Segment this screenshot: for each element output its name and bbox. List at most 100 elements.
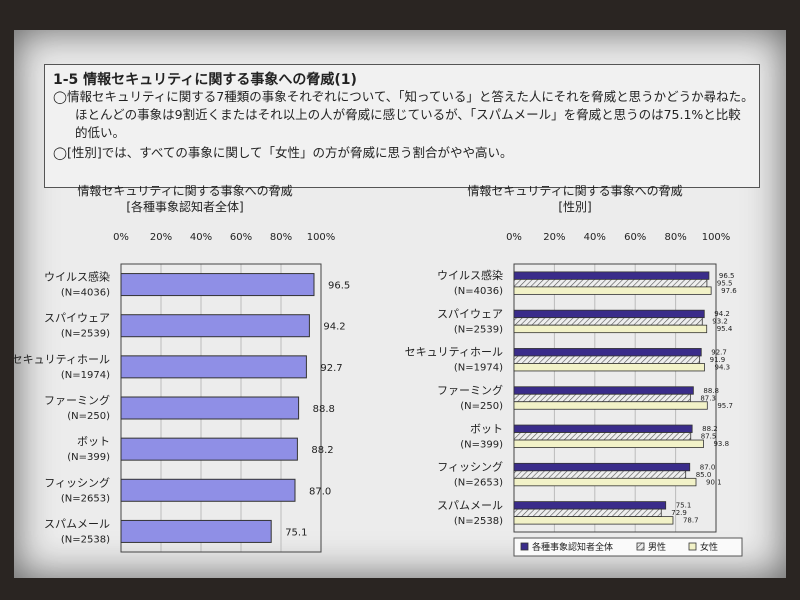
- bar: [120, 478, 296, 502]
- x-tick-label: 40%: [190, 232, 212, 243]
- value-label: 94.2: [323, 322, 345, 333]
- right-chart-subtitle: [性別]: [558, 200, 592, 214]
- category-label: フィッシング: [44, 475, 110, 489]
- value-label: 88.8: [703, 387, 719, 395]
- value-label: 85.0: [696, 471, 712, 479]
- bar-overall: [513, 348, 702, 357]
- bar-female: [513, 477, 697, 487]
- x-tick-label: 100%: [702, 232, 731, 243]
- value-label: 95.7: [717, 402, 733, 410]
- value-label: 93.2: [712, 318, 728, 326]
- bar: [120, 519, 272, 543]
- value-label: 87.5: [701, 433, 717, 441]
- value-label: 75.1: [285, 527, 307, 538]
- n-label: (N=250): [67, 411, 110, 422]
- n-label: (N=399): [67, 452, 110, 463]
- n-label: (N=2538): [454, 516, 503, 527]
- x-tick-label: 60%: [624, 232, 646, 243]
- n-label: (N=399): [460, 439, 503, 450]
- category-label: スパイウェア: [437, 307, 503, 320]
- value-label: 94.3: [714, 363, 730, 371]
- summary-line-1: ◯情報セキュリティに関する7種類の事象それぞれについて、「知っている」と答えた人…: [53, 89, 754, 104]
- n-label: (N=4036): [61, 288, 110, 299]
- category-label: セキュリティホール: [14, 353, 110, 366]
- summary-line-4: ◯[性別]では、すべての事象に関して「女性」の方が脅威に思う割合がやや高い。: [53, 145, 513, 160]
- n-label: (N=2538): [61, 534, 110, 545]
- value-label: 95.5: [717, 279, 733, 287]
- bar: [120, 396, 300, 420]
- category-label: ボット: [77, 435, 110, 448]
- value-label: 78.7: [683, 517, 699, 525]
- category-label: ウイルス感染: [437, 268, 503, 282]
- x-tick-label: 40%: [584, 232, 606, 243]
- bar: [120, 314, 310, 338]
- value-label: 75.1: [676, 502, 692, 510]
- legend-swatch: [520, 542, 529, 551]
- n-label: (N=2653): [454, 478, 503, 489]
- bar-female: [513, 286, 712, 295]
- bar: [120, 437, 298, 461]
- value-label: 88.2: [702, 425, 718, 433]
- bar-female: [513, 363, 705, 372]
- x-tick-label: 20%: [150, 232, 172, 243]
- bar-male: [513, 278, 708, 288]
- n-label: (N=1974): [61, 370, 110, 381]
- value-label: 97.6: [721, 287, 737, 295]
- value-label: 92.7: [320, 363, 342, 374]
- left-chart-title: 情報セキュリティに関する事象への脅威: [77, 184, 293, 198]
- value-label: 87.3: [700, 394, 716, 402]
- category-label: ファーミング: [44, 393, 110, 407]
- legend-swatch: [688, 542, 697, 551]
- left-chart-subtitle: [各種事象認知者全体]: [126, 200, 244, 214]
- summary-line-3: 的低い。: [75, 125, 126, 140]
- n-label: (N=2539): [61, 329, 110, 340]
- value-label: 91.9: [710, 356, 726, 364]
- value-label: 96.5: [328, 281, 350, 292]
- x-tick-label: 20%: [543, 232, 565, 243]
- n-label: (N=4036): [454, 286, 503, 297]
- value-label: 72.9: [671, 509, 687, 517]
- bar-male: [513, 470, 687, 479]
- category-label: ファーミング: [437, 383, 503, 397]
- category-label: フィッシング: [437, 460, 503, 474]
- bar-male: [513, 432, 692, 441]
- bar-overall: [513, 462, 691, 472]
- value-label: 90.1: [706, 478, 722, 486]
- bar-overall: [513, 501, 667, 510]
- legend-label: 男性: [648, 541, 666, 553]
- category-label: スパイウェア: [44, 312, 110, 325]
- bar-overall: [513, 309, 705, 319]
- slide: 1-5 情報セキュリティに関する事象への脅威(1) ◯情報セキュリティに関する7…: [14, 30, 786, 578]
- bar-male: [513, 393, 691, 403]
- bar-overall: [513, 386, 694, 395]
- bar: [120, 273, 315, 297]
- value-label: 88.2: [311, 445, 333, 456]
- value-label: 96.5: [719, 272, 735, 280]
- category-label: ボット: [470, 422, 503, 435]
- bar-male: [513, 508, 662, 518]
- value-label: 94.2: [714, 310, 730, 318]
- x-tick-label: 0%: [113, 232, 129, 243]
- x-tick-label: 60%: [230, 232, 252, 243]
- summary-line-2: ほとんどの事象は9割近くまたはそれ以上の人が脅威に感じているが、「スパムメール」…: [75, 107, 741, 122]
- value-label: 95.4: [717, 325, 733, 333]
- left-bar-chart: 0% 20% 40% 60% 80% 100% ウイルス感染 (N=4036) 96.5 スパイウ…: [14, 232, 350, 553]
- category-label: ウイルス感染: [44, 270, 110, 284]
- bar-male: [513, 355, 701, 364]
- value-label: 87.0: [309, 486, 331, 497]
- x-tick-label: 80%: [664, 232, 686, 243]
- legend-box: [513, 537, 743, 557]
- legend-label: 女性: [700, 541, 718, 553]
- legend-label: 各種事象認知者全体: [532, 541, 613, 553]
- bar: [120, 355, 307, 379]
- n-label: (N=2539): [454, 324, 503, 335]
- bar-female: [513, 324, 708, 334]
- right-chart-title: 情報セキュリティに関する事象への脅威: [467, 184, 683, 198]
- category-label: スパムメール: [44, 517, 110, 530]
- x-tick-label: 0%: [506, 232, 522, 243]
- bar-male: [513, 317, 703, 326]
- value-label: 87.0: [700, 463, 716, 471]
- bar-overall: [513, 271, 710, 280]
- value-label: 92.7: [711, 348, 727, 356]
- bar-female: [513, 401, 708, 410]
